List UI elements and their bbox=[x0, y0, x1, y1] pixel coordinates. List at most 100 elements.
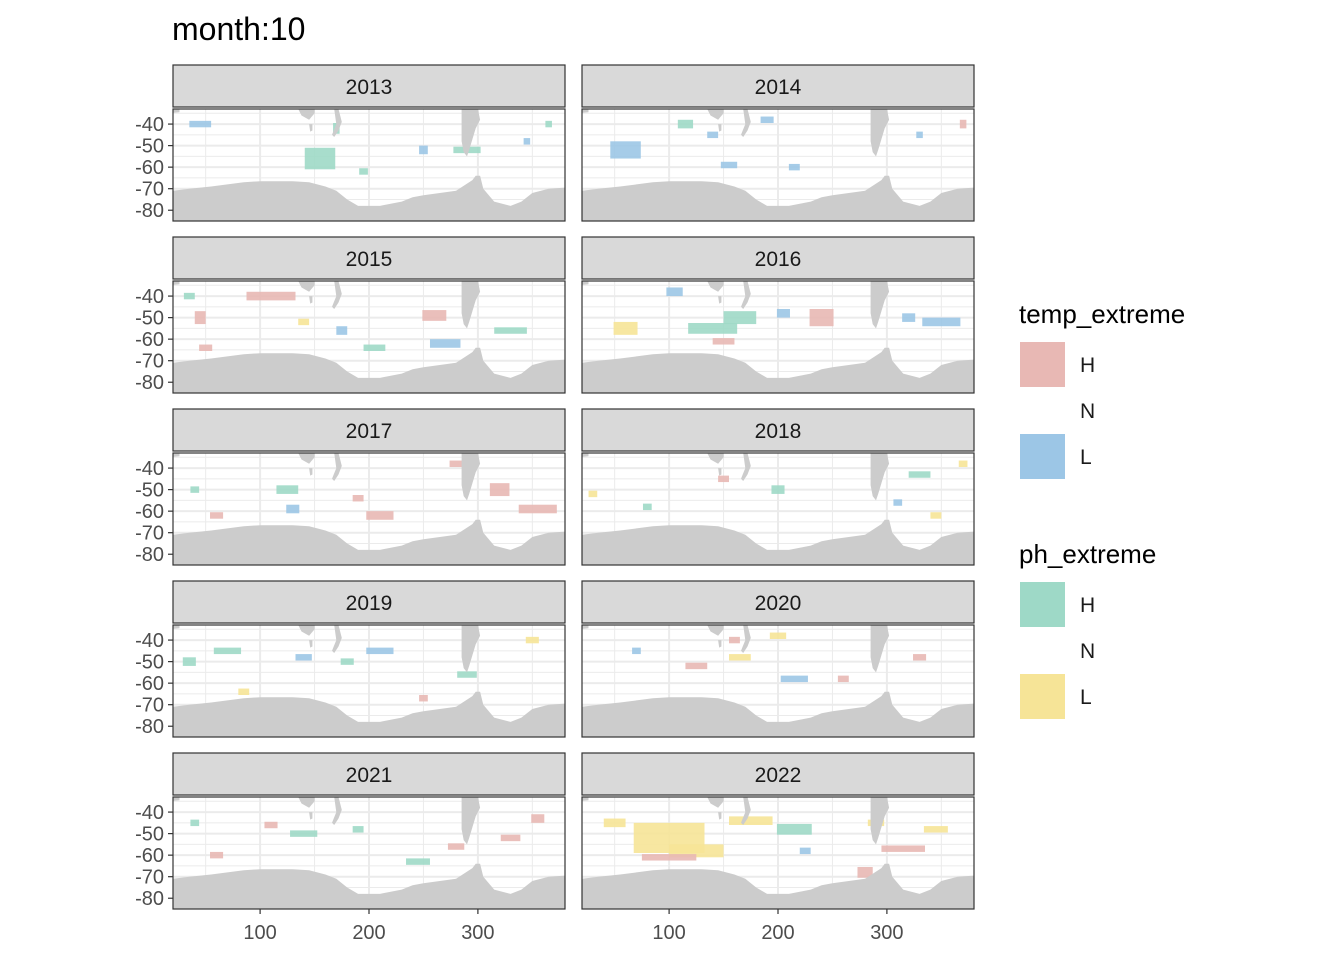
y-tick-label: -60 bbox=[135, 673, 164, 695]
y-tick-label: -40 bbox=[135, 458, 164, 480]
extreme-cell-ph-L bbox=[613, 321, 638, 335]
y-tick-label: -50 bbox=[135, 480, 164, 502]
land-mask bbox=[582, 797, 974, 909]
extreme-cell-temp-H bbox=[489, 483, 510, 497]
legend-label: N bbox=[1080, 640, 1095, 663]
extreme-cell-ph-H bbox=[359, 168, 368, 175]
land-mask bbox=[173, 109, 565, 221]
land-shape bbox=[707, 797, 724, 808]
land-mask bbox=[173, 625, 565, 737]
extreme-cell-temp-L bbox=[429, 339, 461, 348]
y-tick-label: -70 bbox=[135, 351, 164, 373]
panel-border bbox=[172, 624, 566, 738]
y-tick-label: -70 bbox=[135, 523, 164, 545]
extreme-cell-temp-H bbox=[447, 843, 465, 850]
plot-area bbox=[582, 797, 974, 909]
extreme-cell-ph-H bbox=[494, 327, 527, 334]
extreme-cell-ph-H bbox=[340, 658, 354, 665]
land-shape bbox=[582, 691, 974, 737]
land-shape bbox=[309, 124, 313, 132]
plot-area bbox=[173, 625, 565, 737]
legend-temp-extreme: temp_extreme HNL bbox=[1019, 299, 1185, 479]
extreme-cell-temp-L bbox=[666, 287, 683, 297]
extreme-cell-temp-L bbox=[902, 313, 916, 322]
facet-label: 2021 bbox=[346, 764, 393, 787]
extreme-patches bbox=[603, 816, 948, 878]
land-shape bbox=[582, 863, 974, 909]
land-shape bbox=[582, 625, 589, 629]
facet-panel-2019: 2019 -40-50-60-70-80 bbox=[135, 580, 566, 738]
extreme-patches bbox=[183, 291, 527, 351]
extreme-cell-temp-L bbox=[286, 504, 300, 514]
land-shape bbox=[582, 797, 589, 801]
facet-panel-2020: 2020 bbox=[581, 580, 975, 738]
facet-strip bbox=[581, 752, 975, 796]
facet-label: 2019 bbox=[346, 592, 393, 615]
land-shape bbox=[870, 109, 890, 157]
land-shape bbox=[332, 109, 342, 137]
land-shape bbox=[461, 453, 481, 501]
extreme-cell-temp-L bbox=[720, 161, 738, 169]
panel-border bbox=[172, 280, 566, 394]
facet-label: 2020 bbox=[755, 592, 802, 615]
land-shape bbox=[870, 453, 890, 501]
facet-label: 2014 bbox=[755, 76, 802, 99]
land-shape bbox=[741, 797, 751, 825]
extreme-cell-ph-H bbox=[190, 486, 200, 493]
land-mask bbox=[173, 281, 565, 393]
legend-title: ph_extreme bbox=[1019, 539, 1156, 569]
extreme-cell-temp-H bbox=[352, 495, 364, 502]
land-shape bbox=[173, 519, 565, 565]
land-shape bbox=[870, 797, 890, 845]
extreme-cell-ph-H bbox=[406, 858, 430, 865]
extreme-cell-temp-L bbox=[893, 499, 903, 506]
extreme-cell-temp-H bbox=[194, 311, 206, 325]
facet-strip bbox=[172, 64, 566, 108]
extreme-cell-temp-L bbox=[776, 309, 790, 318]
y-tick-label: -60 bbox=[135, 501, 164, 523]
extreme-cell-ph-H bbox=[190, 819, 200, 827]
y-tick-label: -60 bbox=[135, 157, 164, 179]
plot-area bbox=[582, 109, 974, 221]
land-shape bbox=[332, 281, 342, 309]
legend-label: N bbox=[1080, 400, 1095, 423]
y-tick-label: -80 bbox=[135, 372, 164, 394]
extreme-patches bbox=[588, 460, 968, 519]
facet-label: 2013 bbox=[346, 76, 393, 99]
y-tick-label: -40 bbox=[135, 114, 164, 136]
extreme-cell-ph-L bbox=[923, 826, 948, 833]
extreme-patches bbox=[190, 460, 557, 520]
land-mask bbox=[173, 453, 565, 565]
legend-key bbox=[1020, 388, 1065, 433]
facet-label: 2015 bbox=[346, 248, 393, 271]
extreme-cell-ph-H bbox=[771, 485, 785, 494]
land-shape bbox=[173, 175, 565, 221]
x-tick-label: 100 bbox=[243, 922, 276, 944]
extreme-cell-ph-L bbox=[729, 654, 751, 661]
y-tick-label: -60 bbox=[135, 329, 164, 351]
y-tick-label: -80 bbox=[135, 200, 164, 222]
land-shape bbox=[173, 625, 180, 629]
panel-border bbox=[581, 624, 975, 738]
land-shape bbox=[582, 347, 974, 393]
land-mask bbox=[582, 109, 974, 221]
extreme-cell-temp-L bbox=[799, 847, 811, 855]
land-shape bbox=[741, 281, 751, 309]
extreme-cell-ph-L bbox=[603, 818, 626, 828]
land-shape bbox=[870, 281, 890, 329]
facet-strip bbox=[172, 580, 566, 624]
land-shape bbox=[309, 812, 313, 820]
land-shape bbox=[707, 109, 724, 120]
extreme-cell-ph-H bbox=[688, 323, 738, 334]
land-shape bbox=[718, 296, 722, 304]
extreme-cell-ph-H bbox=[182, 657, 196, 666]
y-tick-label: -80 bbox=[135, 716, 164, 738]
panel-border bbox=[172, 452, 566, 566]
land-shape bbox=[298, 797, 315, 808]
land-shape bbox=[298, 453, 315, 464]
land-shape bbox=[298, 281, 315, 292]
extreme-cell-temp-H bbox=[881, 845, 925, 852]
extreme-cell-temp-H bbox=[712, 338, 735, 345]
extreme-cell-temp-H bbox=[718, 475, 729, 483]
